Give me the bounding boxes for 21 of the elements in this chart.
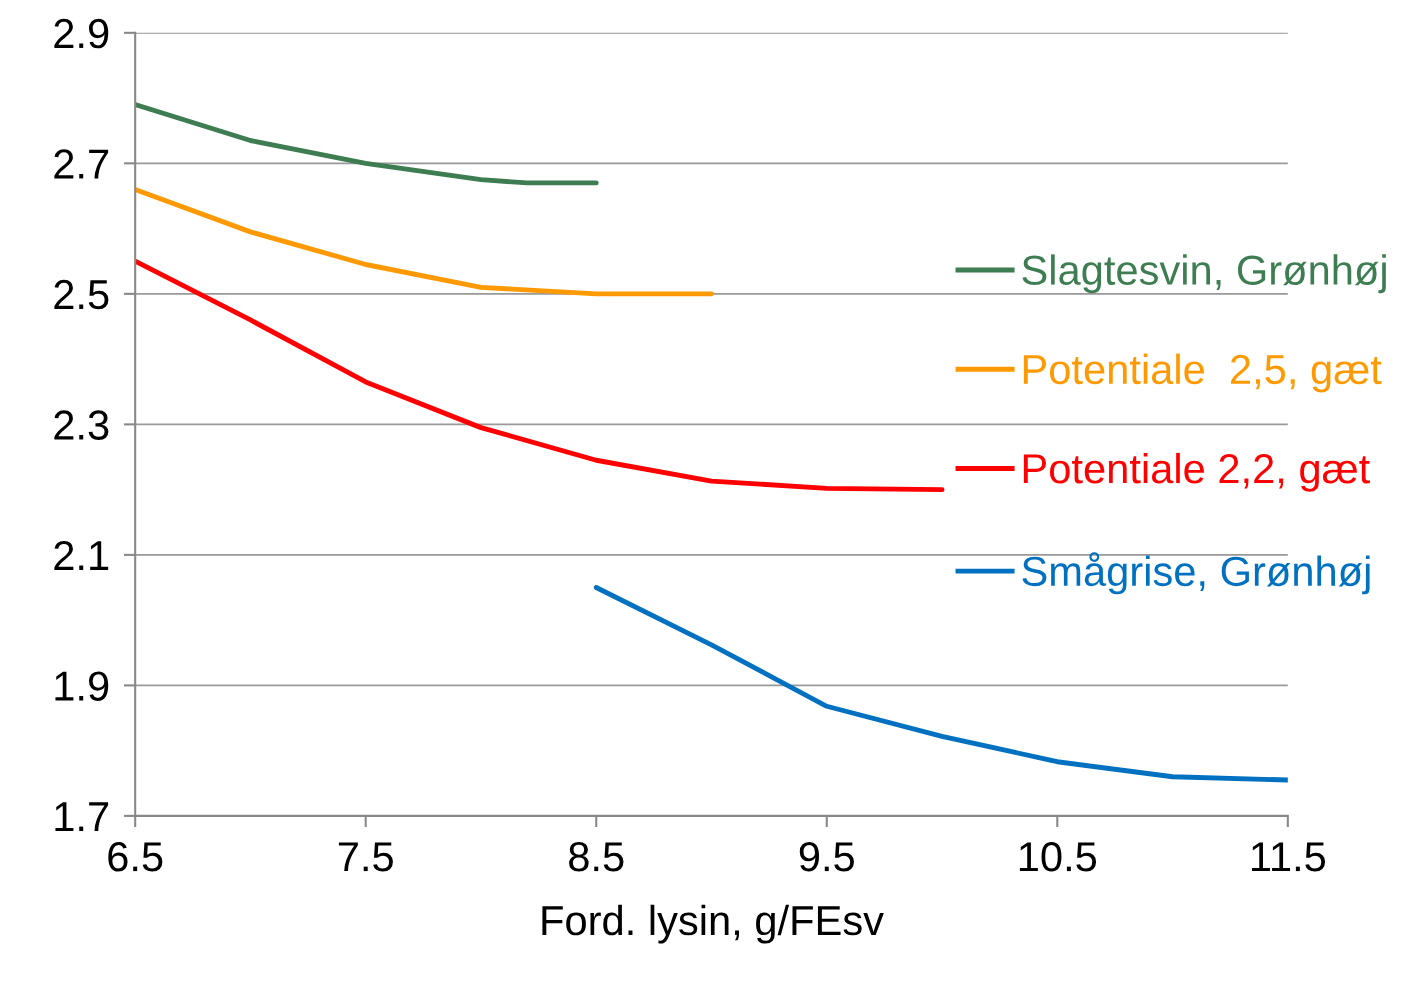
x-tick-label: 7.5: [338, 842, 393, 872]
line-series: [135, 258, 945, 493]
legend-label: Slagtesvin, Grønhøj: [1022, 254, 1386, 294]
y-tick-label: 1.7: [55, 802, 109, 831]
y-tick-label: 2.3: [54, 410, 109, 440]
x-axis-title: Ford. lysin, g/FEsv: [542, 904, 884, 944]
line-series: [135, 102, 599, 186]
y-tick-label: 2.5: [54, 279, 109, 310]
line-series: [135, 187, 714, 297]
legend-label: Potentiale 2,5, gæt: [1023, 353, 1382, 393]
x-tick-label: 11.5: [1251, 842, 1326, 872]
y-tick-label: 2.7: [54, 149, 109, 179]
y-tick-label: 1.9: [55, 671, 109, 701]
x-tick-label: 9.5: [799, 842, 854, 872]
legend-label: Smågrise, Grønhøj: [1022, 552, 1370, 595]
legend-label: Potentiale 2,2, gæt: [1023, 452, 1370, 492]
x-tick-label: 6.5: [108, 842, 163, 872]
y-tick-label: 2.1: [54, 540, 109, 570]
x-tick-label: 8.5: [569, 842, 624, 872]
y-tick-label: 2.9: [54, 18, 109, 49]
x-tick-label: 10.5: [1019, 842, 1097, 872]
